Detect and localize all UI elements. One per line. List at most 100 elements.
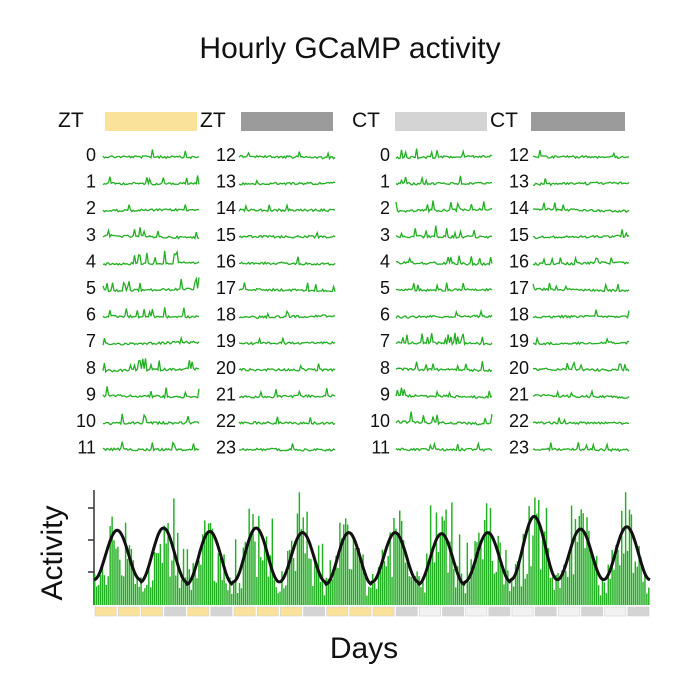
- hourly-activity-bar: [547, 548, 550, 605]
- hour-label: 13: [216, 172, 236, 192]
- hourly-activity-bar: [404, 562, 407, 605]
- hourly-activity-bar: [555, 574, 557, 605]
- hourly-activity-bar: [175, 575, 177, 605]
- light-dark-bar: [210, 606, 233, 617]
- hourly-activity-bar: [626, 550, 629, 605]
- activity-plot: Days Activity: [36, 490, 651, 665]
- hourly-activity-bar: [223, 554, 225, 605]
- hourly-activity-bar: [584, 548, 586, 605]
- hour-trace: [395, 175, 492, 186]
- hour-trace: [532, 229, 630, 240]
- hourly-activity-bar: [107, 576, 109, 605]
- hourly-activity-bar: [229, 577, 231, 605]
- hour-label: 0: [86, 145, 96, 165]
- hourly-activity-bar: [225, 583, 227, 605]
- hourly-activity-bar: [196, 578, 198, 605]
- hourly-activity-bar: [543, 531, 546, 605]
- hour-label: 13: [509, 172, 529, 192]
- hourly-activity-bar: [279, 591, 281, 605]
- light-dark-bar: [442, 606, 464, 617]
- hour-trace: [532, 417, 630, 426]
- zt-panel: ZT ZT 0123456789101112131415161718192021…: [58, 109, 336, 458]
- hourly-activity-bar: [368, 586, 370, 605]
- hourly-activity-bar: [217, 553, 220, 605]
- hourly-activity-bar: [474, 541, 476, 605]
- hour-trace: [102, 276, 200, 293]
- hourly-activity-bar: [275, 587, 277, 605]
- hour-label: 12: [509, 145, 529, 165]
- hourly-activity-bar: [149, 587, 152, 605]
- hourly-activity-bar: [456, 566, 459, 605]
- hourly-activity-bar: [155, 553, 158, 605]
- hour-trace: [238, 388, 336, 399]
- hourly-activity-bar: [622, 553, 625, 605]
- hourly-activity-bar: [400, 520, 403, 605]
- light-dark-bar: [326, 606, 349, 617]
- hourly-activity-bar: [188, 569, 191, 605]
- light-dark-bar: [164, 606, 186, 617]
- hourly-activity-bar: [352, 536, 355, 605]
- hour-label: 20: [216, 358, 236, 378]
- hourly-activity-bar: [458, 534, 461, 605]
- hour-trace: [532, 335, 629, 346]
- hour-label: 14: [509, 198, 529, 218]
- hourly-activity-bar: [431, 547, 434, 605]
- hourly-activity-bar: [163, 525, 165, 605]
- hourly-activity-bar: [597, 585, 600, 605]
- hour-label: 10: [370, 411, 390, 431]
- activity-bars: [94, 492, 650, 605]
- hourly-activity-bar: [412, 579, 414, 605]
- hour-trace: [532, 309, 630, 319]
- light-dark-bar: [581, 606, 603, 617]
- hourly-activity-bar: [524, 578, 526, 605]
- hourly-activity-bar: [109, 526, 111, 605]
- hourly-activity-bar: [242, 547, 245, 605]
- hourly-activity-bar: [395, 528, 397, 605]
- hourly-activity-bar: [509, 591, 511, 605]
- hour-label: 5: [380, 278, 390, 298]
- hour-label: 17: [509, 278, 529, 298]
- hour-label: 19: [509, 331, 529, 351]
- hourly-activity-bar: [130, 549, 133, 605]
- hour-label: 8: [86, 358, 96, 378]
- hourly-activity-bar: [578, 515, 581, 605]
- hourly-activity-bar: [95, 586, 98, 605]
- hourly-activity-bar: [343, 524, 345, 605]
- light-dark-bar: [187, 606, 210, 617]
- hourly-activity-bar: [565, 570, 567, 605]
- x-axis-label: Days: [330, 632, 398, 665]
- hour-trace: [532, 255, 630, 266]
- hourly-activity-bar: [480, 544, 482, 605]
- hour-trace: [395, 282, 493, 293]
- hourly-activity-bar: [640, 557, 642, 605]
- hourly-activity-bar: [617, 549, 619, 605]
- hour-label: 9: [380, 384, 390, 404]
- hourly-activity-bar: [514, 564, 517, 605]
- hour-label: 0: [380, 145, 390, 165]
- hourly-activity-bar: [285, 585, 287, 605]
- light-dark-bar: [256, 606, 279, 617]
- light-dark-bar: [117, 606, 140, 617]
- hour-label: 18: [509, 305, 529, 325]
- hour-trace: [238, 202, 336, 213]
- hourly-activity-bar: [632, 572, 635, 605]
- hour-label: 19: [216, 331, 236, 351]
- hourly-activity-bar: [360, 560, 362, 605]
- hourly-activity-bar: [283, 588, 285, 605]
- hourly-activity-bar: [424, 592, 426, 605]
- figure-title: Hourly GCaMP activity: [199, 32, 500, 65]
- hourly-activity-bar: [443, 520, 445, 605]
- hourly-activity-bar: [615, 545, 617, 605]
- hourly-activity-bar: [599, 595, 602, 605]
- hourly-activity-bar: [316, 564, 318, 605]
- hourly-activity-bar: [331, 579, 333, 605]
- hourly-activity-bar: [260, 557, 262, 605]
- hourly-activity-bar: [194, 568, 196, 605]
- hourly-activity-bar: [250, 533, 252, 605]
- hourly-activity-bar: [449, 541, 451, 605]
- hourly-activity-bar: [329, 560, 331, 605]
- hourly-activity-bar: [103, 575, 106, 605]
- hour-trace: [238, 256, 336, 266]
- hourly-activity-bar: [159, 543, 162, 605]
- hourly-activity-bar: [178, 588, 181, 605]
